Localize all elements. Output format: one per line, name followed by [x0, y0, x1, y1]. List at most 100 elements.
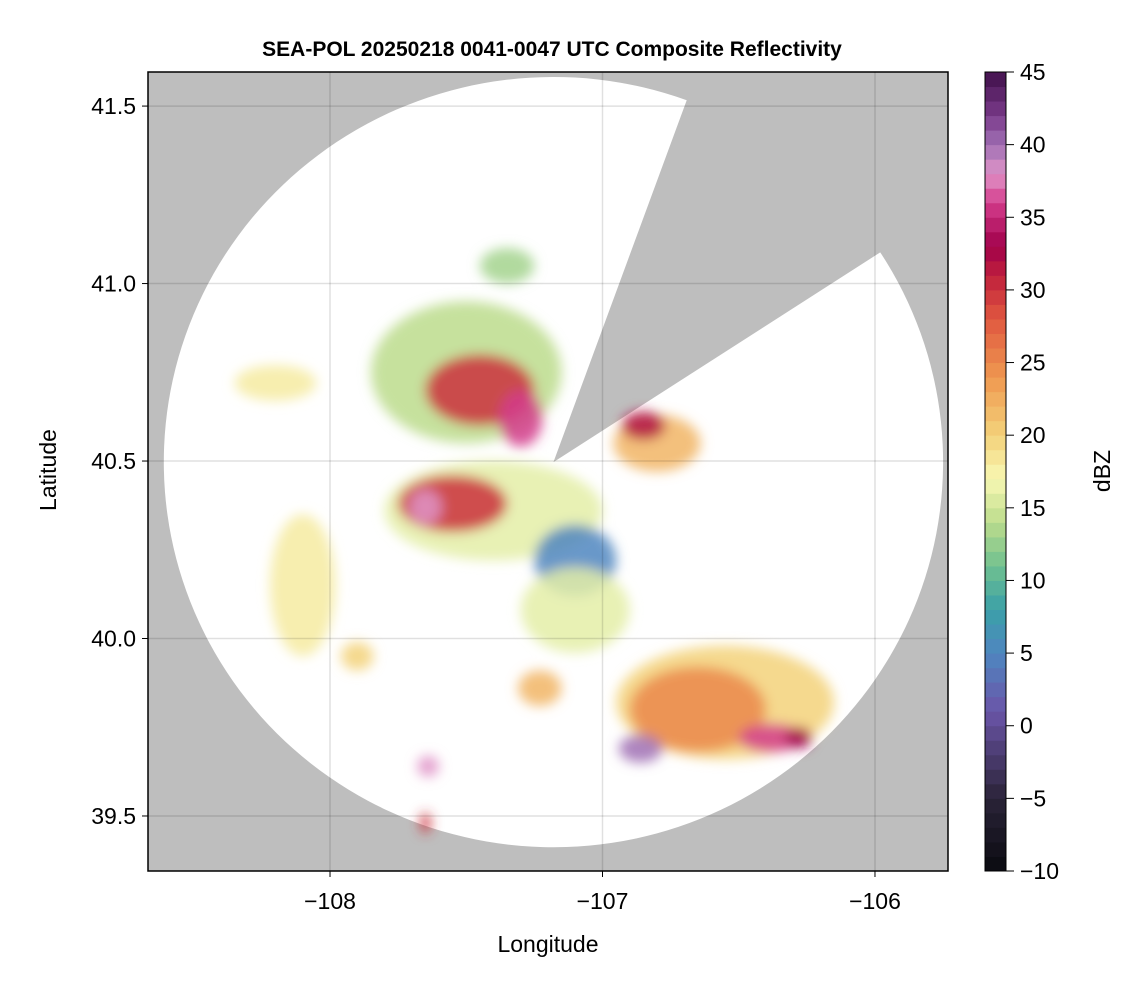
colorbar-tick-label: 30: [1020, 277, 1046, 303]
colorbar-segment: [985, 188, 1006, 204]
grid-lines: [148, 72, 948, 871]
colorbar-frame: [984, 71, 1007, 872]
colorbar-tick-label: −10: [1020, 858, 1059, 884]
y-tick-label: 40.0: [91, 626, 136, 652]
echo-region: [618, 734, 663, 763]
colorbar-segment: [985, 812, 1006, 828]
y-tick-label: 41.5: [91, 93, 136, 119]
echo-region: [234, 365, 317, 401]
colorbar-segment: [985, 217, 1006, 233]
colorbar-segment: [985, 318, 1006, 334]
colorbar-segment: [985, 507, 1006, 523]
echo-region: [270, 514, 336, 657]
plot-frame: [147, 71, 949, 872]
colorbar-segment: [985, 551, 1006, 567]
colorbar-tick-label: 35: [1020, 204, 1046, 230]
colorbar-segment: [985, 115, 1006, 131]
colorbar-tick-label: 25: [1020, 350, 1046, 376]
echo-region: [419, 812, 431, 834]
x-axis-label: Longitude: [497, 931, 598, 957]
colorbar-segment: [985, 86, 1006, 102]
colorbar-segment: [985, 333, 1006, 349]
colorbar-segment: [985, 754, 1006, 770]
colorbar-segment: [985, 841, 1006, 857]
colorbar-tick-label: 10: [1020, 567, 1046, 593]
echo-region: [785, 727, 813, 749]
colorbar-segment: [985, 493, 1006, 509]
colorbar-label: dBZ: [1089, 450, 1115, 492]
colorbar-segment: [985, 246, 1006, 262]
echo-region: [738, 723, 805, 753]
echo-region: [518, 670, 562, 706]
y-tick-label: 41.0: [91, 271, 136, 297]
x-tick-label: −106: [849, 888, 901, 914]
echo-region: [629, 666, 766, 753]
colorbar-tick-label: 20: [1020, 422, 1046, 448]
colorbar-segment: [985, 478, 1006, 494]
y-axis: 39.5 40.0 40.5 41.0 41.5: [91, 93, 148, 829]
colorbar-segment: [985, 275, 1006, 291]
colorbar-segment: [985, 377, 1006, 393]
colorbar-segment: [985, 522, 1006, 538]
y-tick-label: 39.5: [91, 803, 136, 829]
colorbar-segment: [985, 435, 1006, 451]
colorbar-segment: [985, 449, 1006, 465]
colorbar-segment: [985, 769, 1006, 785]
colorbar-segment: [985, 827, 1006, 843]
y-tick-label: 40.5: [91, 448, 136, 474]
colorbar-segment: [985, 856, 1006, 872]
colorbar-segment: [985, 289, 1006, 305]
colorbar-segment: [985, 624, 1006, 640]
colorbar-tick-label: 0: [1020, 713, 1033, 739]
echo-region: [621, 411, 666, 440]
colorbar-tick-label: −5: [1020, 785, 1046, 811]
echo-region: [479, 248, 535, 284]
colorbar-segment: [985, 464, 1006, 480]
y-axis-label: Latitude: [35, 429, 61, 511]
colorbar-segment: [985, 682, 1006, 698]
colorbar-segment: [985, 711, 1006, 727]
x-tick-label: −108: [304, 888, 356, 914]
colorbar-segment: [985, 696, 1006, 712]
colorbar-segment: [985, 594, 1006, 611]
colorbar-segment: [985, 173, 1006, 189]
x-tick-label: −107: [577, 888, 629, 914]
colorbar-segment: [985, 740, 1006, 756]
colorbar-segment: [985, 638, 1006, 654]
echo-region: [417, 755, 440, 777]
colorbar-segment: [985, 391, 1006, 407]
colorbar-tick-label: 45: [1020, 59, 1046, 85]
colorbar-segment: [985, 783, 1006, 799]
colorbar-segment: [985, 653, 1006, 669]
colorbar-segment: [985, 101, 1006, 117]
colorbar: −10 −5 0 5 10 15 20 25 30 35 40 45: [984, 59, 1059, 884]
echo-region: [498, 390, 543, 447]
colorbar-segment: [985, 159, 1006, 175]
colorbar-tick-label: 15: [1020, 495, 1046, 521]
colorbar-segment: [985, 580, 1006, 596]
colorbar-segment: [985, 348, 1006, 364]
colorbar-segment: [985, 362, 1006, 378]
colorbar-segment: [985, 798, 1006, 814]
x-axis: −108 −107 −106: [304, 871, 901, 914]
colorbar-segment: [985, 406, 1006, 422]
colorbar-segment: [985, 667, 1006, 683]
colorbar-segment: [985, 420, 1006, 436]
colorbar-segment: [985, 609, 1006, 625]
echo-region: [409, 489, 442, 525]
colorbar-segment: [985, 144, 1006, 160]
colorbar-segment: [985, 130, 1006, 146]
colorbar-segment: [985, 725, 1006, 741]
colorbar-segment: [985, 304, 1006, 320]
chart-title: SEA-POL 20250218 0041-0047 UTC Composite…: [262, 38, 842, 61]
colorbar-segment: [985, 202, 1006, 218]
colorbar-segment: [985, 536, 1006, 552]
echo-region: [340, 642, 374, 671]
echo-region: [520, 567, 630, 653]
colorbar-segment: [985, 260, 1006, 276]
colorbar-segment: [985, 565, 1006, 581]
colorbar-segment: [985, 231, 1006, 247]
colorbar-tick-label: 5: [1020, 640, 1033, 666]
